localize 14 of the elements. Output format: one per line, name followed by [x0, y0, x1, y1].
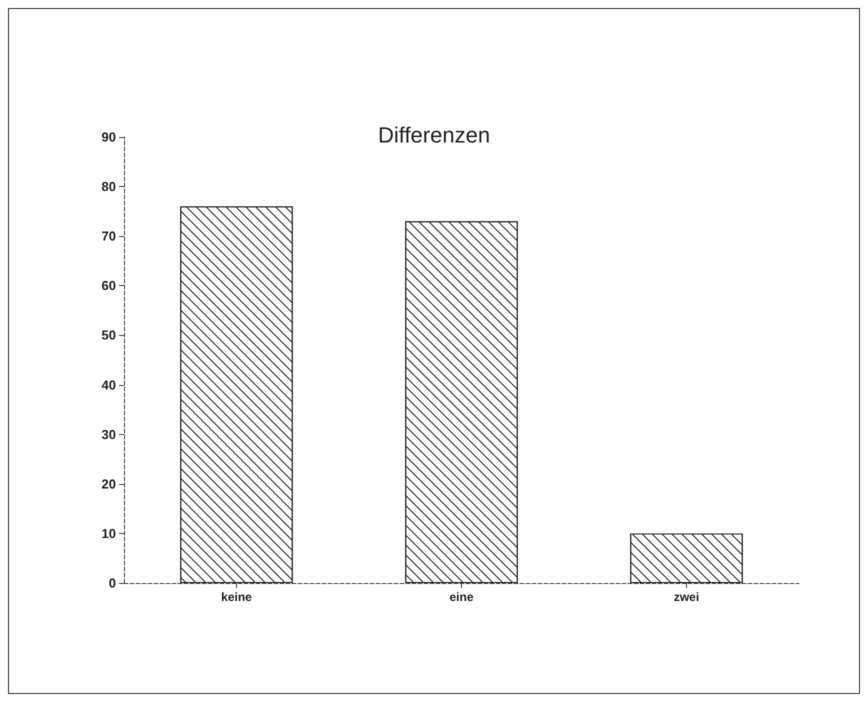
y-tick-label: 30	[102, 426, 116, 442]
y-tick-label: 80	[102, 179, 116, 194]
x-tick-label: eine	[449, 590, 474, 604]
y-tick-label: 50	[102, 328, 116, 343]
chart-title: Differenzen	[378, 122, 490, 148]
y-tick-label: 60	[102, 278, 116, 294]
y-tick-label: 10	[102, 526, 116, 541]
y-tick-label: 90	[102, 130, 116, 144]
y-tick-label: 70	[102, 228, 116, 244]
x-tick-label: zwei	[674, 590, 700, 604]
y-tick-label: 20	[102, 476, 116, 492]
y-tick-label: 0	[108, 576, 116, 590]
y-tick-label: 40	[102, 377, 116, 392]
x-tick-label: keine	[221, 590, 252, 604]
